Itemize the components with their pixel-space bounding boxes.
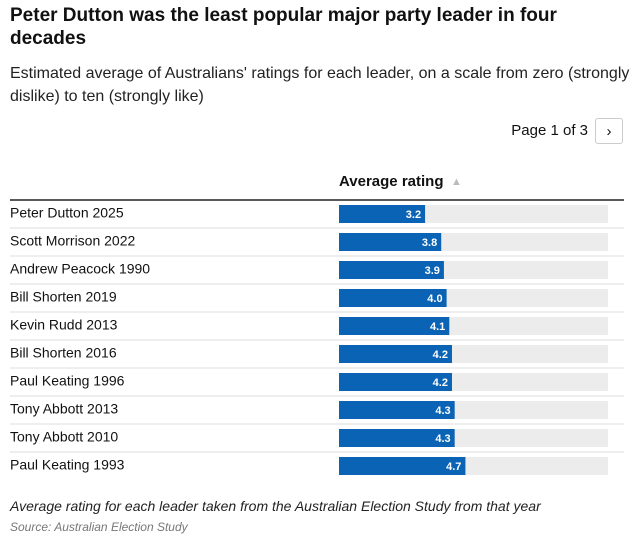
bar bbox=[339, 317, 450, 335]
sort-indicator: ▲ bbox=[451, 176, 462, 188]
row-label: Paul Keating 1996 bbox=[10, 373, 125, 389]
value-label: 4.3 bbox=[435, 433, 450, 445]
bar bbox=[339, 261, 444, 279]
bar bbox=[339, 401, 455, 419]
value-label: 4.7 bbox=[446, 461, 461, 473]
row-label: Paul Keating 1993 bbox=[10, 457, 125, 473]
pagination: Page 1 of 3 bbox=[511, 122, 588, 139]
value-label: 3.2 bbox=[406, 209, 421, 221]
row-label: Bill Shorten 2016 bbox=[10, 345, 117, 361]
bar bbox=[339, 457, 466, 475]
value-label: 3.9 bbox=[425, 265, 440, 277]
bar bbox=[339, 373, 452, 391]
value-label: 4.2 bbox=[433, 349, 448, 361]
bar bbox=[339, 233, 442, 251]
column-header: Average rating bbox=[339, 173, 443, 190]
row-label: Tony Abbott 2010 bbox=[10, 429, 118, 445]
row-label: Tony Abbott 2013 bbox=[10, 401, 118, 417]
chart-subtitle: Estimated average of Australians' rating… bbox=[10, 65, 630, 105]
value-label: 4.0 bbox=[427, 293, 442, 305]
bar bbox=[339, 429, 455, 447]
row-label: Andrew Peacock 1990 bbox=[10, 261, 150, 277]
row-label: Scott Morrison 2022 bbox=[10, 233, 135, 249]
row-label: Kevin Rudd 2013 bbox=[10, 317, 118, 333]
source: Source: Australian Election Study bbox=[10, 520, 188, 534]
chart-title: Peter Dutton was the least popular major… bbox=[10, 5, 557, 49]
note: Average rating for each leader taken fro… bbox=[10, 498, 541, 514]
next-page-button[interactable]: › bbox=[595, 118, 623, 144]
value-label: 4.2 bbox=[433, 377, 448, 389]
row-label: Bill Shorten 2019 bbox=[10, 289, 117, 305]
bar bbox=[339, 345, 452, 363]
bar bbox=[339, 289, 447, 307]
chart: Average rating ▲ Peter Dutton 2025 3.2 Sco… bbox=[10, 173, 624, 475]
value-label: 3.8 bbox=[422, 237, 437, 249]
value-label: 4.3 bbox=[435, 405, 450, 417]
row-label: Peter Dutton 2025 bbox=[10, 205, 124, 221]
bar bbox=[339, 205, 426, 223]
value-label: 4.1 bbox=[430, 321, 445, 333]
